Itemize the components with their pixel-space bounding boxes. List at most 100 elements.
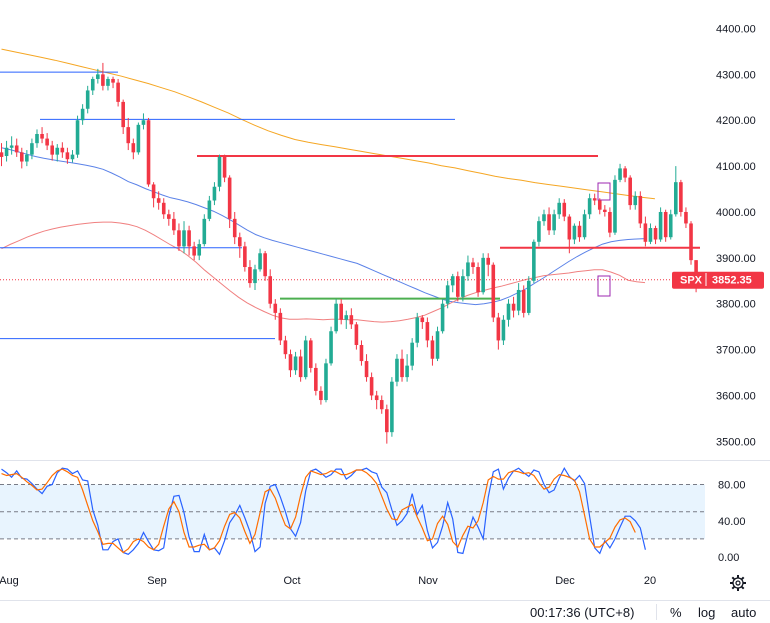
candle bbox=[324, 358, 328, 403]
candle bbox=[572, 223, 577, 245]
candle bbox=[116, 78, 120, 107]
candle bbox=[537, 216, 541, 247]
last-price-badge: SPX 3852.35 bbox=[672, 271, 764, 289]
candle bbox=[136, 122, 141, 155]
candle bbox=[339, 299, 343, 325]
candle bbox=[106, 76, 110, 91]
candle bbox=[456, 271, 460, 302]
candle bbox=[542, 209, 546, 226]
marker-box-lower bbox=[597, 275, 611, 297]
candle bbox=[597, 198, 602, 215]
candle bbox=[60, 142, 65, 158]
price-axis[interactable]: 4400.00 4300.00 4200.00 4100.00 4000.00 3900.… bbox=[716, 24, 756, 565]
candle bbox=[35, 129, 39, 148]
candle bbox=[50, 140, 54, 161]
price-tick-label: 4300.00 bbox=[716, 69, 756, 81]
candle bbox=[486, 253, 491, 277]
price-tick-label: 4100.00 bbox=[716, 161, 756, 173]
candle bbox=[288, 349, 293, 378]
candle bbox=[516, 283, 521, 316]
candle bbox=[364, 354, 369, 382]
candle bbox=[303, 335, 308, 380]
candle bbox=[653, 225, 658, 245]
time-tick-label: Dec bbox=[555, 575, 575, 587]
candle bbox=[552, 209, 556, 235]
candle bbox=[121, 99, 125, 135]
candle bbox=[96, 68, 100, 84]
candle bbox=[156, 191, 161, 210]
auto-toggle[interactable]: auto bbox=[731, 605, 757, 620]
candle bbox=[9, 136, 14, 155]
candle bbox=[273, 299, 278, 320]
time-tick-label: Nov bbox=[418, 575, 438, 587]
ma-orange-line bbox=[1, 48, 655, 200]
marker-box-upper bbox=[597, 182, 611, 201]
price-tick-label: 3600.00 bbox=[716, 390, 756, 402]
candle bbox=[80, 104, 85, 125]
candle bbox=[450, 273, 455, 293]
bottom-toolbar: 00:17:36 (UTC+8) % log auto bbox=[0, 600, 770, 623]
candle bbox=[85, 85, 90, 114]
candle bbox=[192, 241, 196, 261]
candle bbox=[461, 269, 465, 302]
candle bbox=[182, 221, 186, 254]
candle bbox=[587, 193, 592, 219]
candle bbox=[161, 198, 166, 219]
candle bbox=[4, 140, 9, 162]
price-tick-label: 3700.00 bbox=[716, 345, 756, 357]
candle bbox=[466, 255, 470, 281]
candle bbox=[172, 211, 176, 235]
candle bbox=[248, 260, 252, 288]
candle bbox=[435, 326, 440, 362]
candle bbox=[45, 133, 49, 151]
candle bbox=[344, 310, 349, 329]
candle bbox=[253, 264, 257, 290]
candle bbox=[374, 390, 379, 410]
candle bbox=[390, 377, 394, 437]
candle bbox=[638, 191, 643, 229]
candle bbox=[151, 182, 156, 208]
candle bbox=[19, 147, 24, 169]
candle bbox=[425, 317, 430, 348]
candle bbox=[111, 76, 115, 89]
percent-toggle[interactable]: % bbox=[670, 605, 682, 620]
ma-red-line bbox=[1, 221, 646, 323]
price-tick-label: 4200.00 bbox=[716, 115, 756, 127]
log-toggle[interactable]: log bbox=[698, 605, 716, 620]
candle bbox=[65, 147, 70, 164]
stoch-tick-label: 40.00 bbox=[718, 516, 746, 528]
candle bbox=[562, 199, 567, 222]
candle bbox=[222, 154, 227, 183]
candle bbox=[268, 269, 273, 309]
candle bbox=[582, 209, 587, 240]
time-axis[interactable]: Aug Sep Oct Nov Dec 20 bbox=[0, 575, 656, 587]
candle bbox=[177, 223, 181, 251]
candle bbox=[679, 179, 683, 217]
candle bbox=[30, 138, 34, 160]
gear-icon[interactable] bbox=[730, 575, 746, 591]
price-tick-label: 3800.00 bbox=[716, 299, 756, 311]
candle bbox=[521, 285, 526, 318]
candle bbox=[167, 209, 171, 226]
candle bbox=[237, 232, 242, 258]
ticker-label: SPX bbox=[680, 275, 703, 287]
candle bbox=[603, 205, 607, 217]
candle bbox=[232, 211, 237, 245]
candle bbox=[405, 354, 409, 382]
candle bbox=[623, 166, 627, 183]
candle bbox=[663, 209, 668, 242]
candle bbox=[369, 372, 374, 401]
candle bbox=[532, 239, 536, 284]
candle bbox=[314, 363, 318, 396]
candle bbox=[491, 262, 496, 323]
candle bbox=[481, 253, 485, 295]
candle bbox=[101, 62, 105, 91]
spx-chart[interactable]: 4400.00 4300.00 4200.00 4100.00 4000.00 3900.… bbox=[0, 0, 770, 600]
candle bbox=[263, 250, 267, 281]
candle bbox=[243, 241, 247, 272]
candle bbox=[141, 113, 146, 130]
candle bbox=[618, 163, 622, 183]
candle bbox=[131, 138, 136, 160]
time-tick-label: 20 bbox=[644, 575, 656, 587]
clock-readout[interactable]: 00:17:36 (UTC+8) bbox=[530, 605, 635, 620]
